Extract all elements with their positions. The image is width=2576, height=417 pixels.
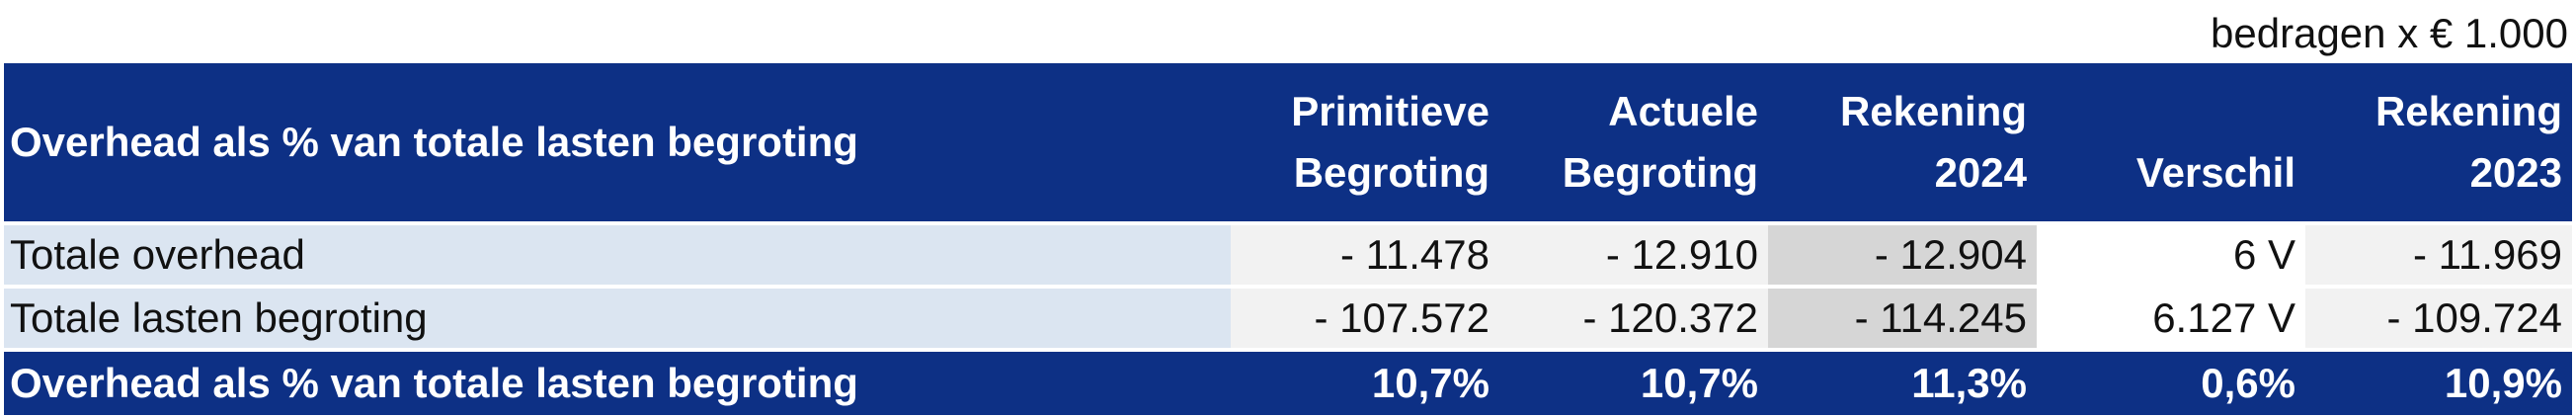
total-primitieve-begroting: 10,7% (1231, 350, 1499, 415)
overhead-table: Overhead als % van totale lasten begroti… (4, 63, 2572, 415)
col-header-line2: 2023 (2469, 149, 2562, 196)
col-header-line1: Primitieve (1291, 88, 1489, 134)
col-header-line2: Begroting (1562, 149, 1758, 196)
total-rekening-2023: 10,9% (2305, 350, 2572, 415)
cell-rekening-2023: - 109.724 (2305, 287, 2572, 352)
col-header-line1: Actuele (1608, 88, 1758, 134)
cell-actuele-begroting: - 120.372 (1499, 287, 1768, 352)
cell-verschil: 6 V (2037, 223, 2305, 289)
cell-rekening-2024: - 114.245 (1768, 287, 2037, 352)
col-header-line2: 2024 (1934, 149, 2027, 196)
col-header-line1: Rekening (2375, 88, 2562, 134)
total-label: Overhead als % van totale lasten begroti… (4, 350, 1231, 415)
col-header-rekening-2023: Rekening 2023 (2305, 63, 2572, 225)
total-verschil: 0,6% (2037, 350, 2305, 415)
table-row: Totale overhead - 11.478 - 12.910 - 12.9… (4, 223, 2572, 289)
total-row: Overhead als % van totale lasten begroti… (4, 350, 2572, 415)
col-header-verschil: Verschil (2037, 63, 2305, 225)
unit-note: bedragen x € 1.000 (2211, 10, 2568, 56)
col-header-rekening-2024: Rekening 2024 (1768, 63, 2037, 225)
col-header-line1: Rekening (1839, 88, 2027, 134)
cell-actuele-begroting: - 12.910 (1499, 223, 1768, 289)
cell-primitieve-begroting: - 11.478 (1231, 223, 1499, 289)
col-header-line2: Begroting (1293, 149, 1489, 196)
cell-rekening-2024: - 12.904 (1768, 223, 2037, 289)
header-title: Overhead als % van totale lasten begroti… (4, 63, 1231, 225)
table-row: Totale lasten begroting - 107.572 - 120.… (4, 287, 2572, 352)
row-label: Totale lasten begroting (4, 287, 1231, 352)
total-rekening-2024: 11,3% (1768, 350, 2037, 415)
table-header-row: Overhead als % van totale lasten begroti… (4, 63, 2572, 225)
col-header-line1 (2047, 81, 2295, 142)
cell-primitieve-begroting: - 107.572 (1231, 287, 1499, 352)
col-header-line2: Verschil (2135, 149, 2295, 196)
cell-rekening-2023: - 11.969 (2305, 223, 2572, 289)
total-actuele-begroting: 10,7% (1499, 350, 1768, 415)
row-label: Totale overhead (4, 223, 1231, 289)
cell-verschil: 6.127 V (2037, 287, 2305, 352)
col-header-actuele-begroting: Actuele Begroting (1499, 63, 1768, 225)
col-header-primitieve-begroting: Primitieve Begroting (1231, 63, 1499, 225)
